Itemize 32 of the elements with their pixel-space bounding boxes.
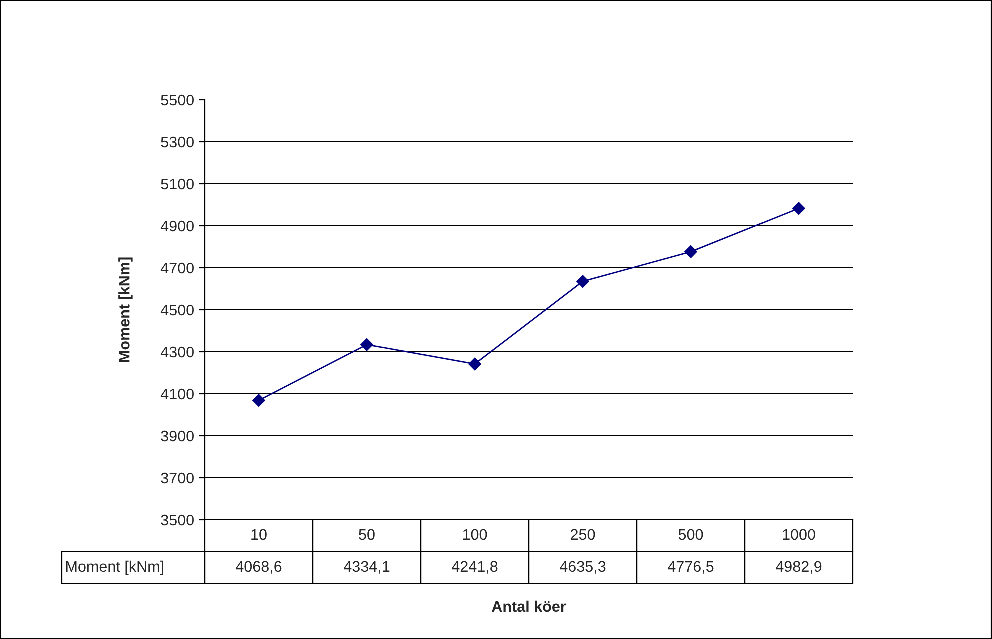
data-label: 4068,6: [236, 561, 282, 574]
point: [360, 338, 374, 352]
data-label: 4776,5: [668, 561, 714, 574]
y-tick-label: 5100: [161, 178, 194, 190]
x-tick-label: 10: [252, 529, 267, 540]
y-tick-label: 4500: [160, 304, 194, 316]
y-tick-label: 3900: [161, 430, 194, 442]
y-tick-label: 4900: [160, 220, 194, 232]
y-tick-label: 5300: [161, 136, 194, 148]
data-label: 4982,9: [776, 561, 822, 574]
y-tick-label: 3700: [161, 472, 194, 484]
y-axis-title: Moment [kNm]: [118, 258, 133, 362]
x-tick-label: 1000: [783, 529, 816, 540]
data-label: 4241,8: [452, 561, 498, 574]
y-tick-label: 4100: [160, 388, 194, 400]
point: [792, 202, 806, 216]
y-tick-label: 4300: [160, 346, 194, 358]
y-tick-label: 3500: [161, 514, 194, 526]
y-tick-label: 5500: [161, 94, 194, 106]
point: [684, 246, 698, 258]
x-tick-label: 250: [571, 529, 596, 540]
data-label: 4334,1: [344, 561, 390, 574]
point: [468, 358, 482, 371]
point: [252, 394, 266, 408]
x-tick-label: 500: [678, 529, 704, 540]
x-tick-label: 50: [359, 529, 375, 540]
y-tick-label: 4700: [160, 262, 194, 274]
data-label: 4635,3: [560, 561, 606, 574]
x-axis-title: Antal köer: [492, 600, 566, 612]
x-tick-label: 100: [463, 529, 488, 540]
text: Moment [kNm]: [66, 560, 164, 576]
point: [576, 275, 590, 288]
